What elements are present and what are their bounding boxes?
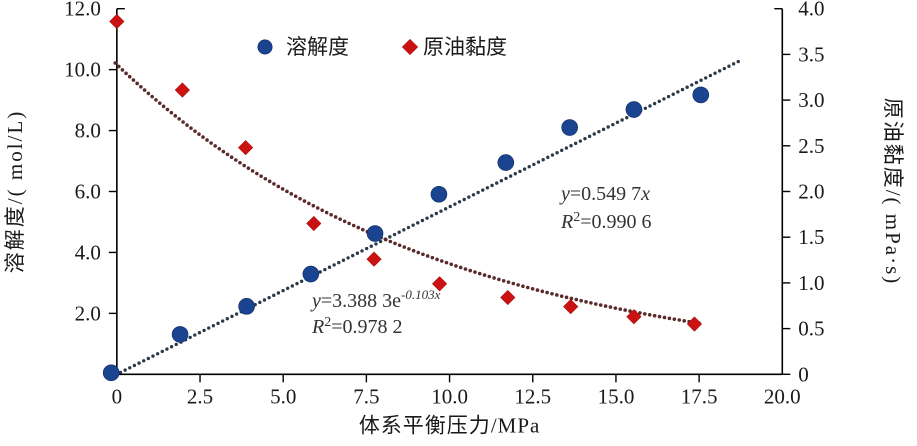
svg-text:y=0.549 7x: y=0.549 7x <box>559 183 650 205</box>
svg-text:0: 0 <box>112 384 123 408</box>
svg-text:1.0: 1.0 <box>798 271 824 295</box>
svg-text:0: 0 <box>798 362 809 386</box>
svg-text:5.0: 5.0 <box>270 384 296 408</box>
svg-text:0.5: 0.5 <box>798 317 824 341</box>
svg-text:原油黏度: 原油黏度 <box>423 36 507 59</box>
svg-text:1.5: 1.5 <box>798 225 824 249</box>
svg-text:8.0: 8.0 <box>75 119 101 143</box>
svg-text:3.5: 3.5 <box>798 42 824 66</box>
svg-text:12.0: 12.0 <box>64 0 101 21</box>
svg-text:10.0: 10.0 <box>431 384 468 408</box>
svg-text:溶解度/( mol/L): 溶解度/( mol/L) <box>3 110 27 273</box>
svg-text:溶解度: 溶解度 <box>286 36 349 59</box>
svg-text:3.0: 3.0 <box>798 88 824 112</box>
svg-text:2.5: 2.5 <box>798 134 824 158</box>
svg-text:体系平衡压力/MPa: 体系平衡压力/MPa <box>359 413 541 437</box>
svg-text:17.5: 17.5 <box>681 384 718 408</box>
svg-text:原油黏度/( mPa·s): 原油黏度/( mPa·s) <box>881 98 905 286</box>
svg-text:7.5: 7.5 <box>353 384 379 408</box>
svg-text:2.0: 2.0 <box>798 180 824 204</box>
svg-text:4.0: 4.0 <box>798 0 824 21</box>
svg-text:20.0: 20.0 <box>764 384 801 408</box>
svg-text:4.0: 4.0 <box>75 240 101 264</box>
svg-text:10.0: 10.0 <box>64 58 101 82</box>
svg-text:12.5: 12.5 <box>514 384 551 408</box>
svg-text:2.5: 2.5 <box>187 384 213 408</box>
svg-text:2.0: 2.0 <box>75 301 101 325</box>
svg-text:15.0: 15.0 <box>598 384 635 408</box>
svg-text:6.0: 6.0 <box>75 180 101 204</box>
